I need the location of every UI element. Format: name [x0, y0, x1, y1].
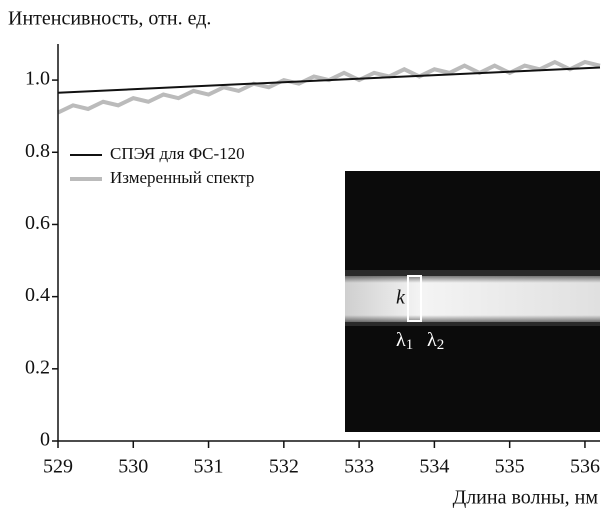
data-line [57, 66, 601, 94]
x-tick-label: 534 [419, 456, 449, 478]
x-tick-label: 530 [118, 456, 148, 478]
y-tick-label: 0.4 [25, 284, 50, 306]
x-axis-title: Длина волны, нм [453, 487, 599, 509]
inset-window [407, 275, 422, 322]
inset-marker: λ1 [396, 329, 413, 354]
x-tick-label: 531 [194, 456, 224, 478]
inset-band-edge [345, 276, 600, 322]
y-axis-title: Интенсивность, отн. ед. [8, 8, 211, 30]
legend-label: СПЭЯ для ФС-120 [110, 144, 245, 163]
inset-image: k λ1 λ2 [345, 171, 600, 432]
x-tick-label: 536 [570, 456, 600, 478]
inset-label: k [396, 287, 406, 309]
x-tick-label: 535 [495, 456, 525, 478]
y-tick-label: 1.0 [25, 68, 50, 90]
x-tick-label: 533 [344, 456, 374, 478]
y-tick-label: 0.2 [25, 356, 50, 378]
y-tick-label: 0.6 [25, 212, 50, 234]
inset-marker: λ2 [427, 329, 444, 354]
y-tick-label: 0.8 [25, 140, 50, 162]
legend-label: Измеренный спектр [110, 168, 254, 187]
x-tick-label: 529 [43, 456, 73, 478]
x-tick-label: 532 [269, 456, 299, 478]
data-line [57, 59, 601, 115]
y-tick-label: 0 [40, 429, 50, 451]
